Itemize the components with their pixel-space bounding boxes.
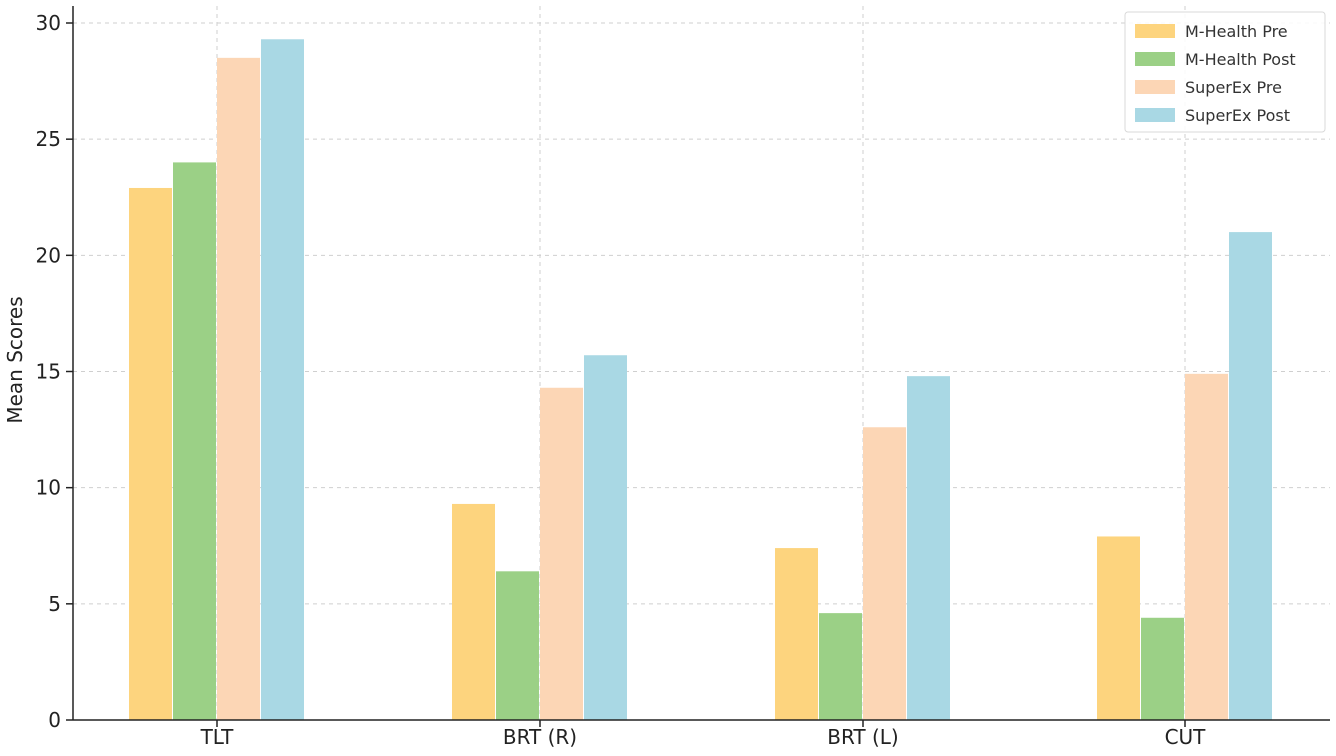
legend: M-Health Pre M-Health Post SuperEx Pre Supe… (1124, 11, 1326, 133)
x-tick-label: BRT (R) (503, 725, 577, 749)
legend-swatch (1135, 108, 1175, 122)
legend-swatch (1135, 80, 1175, 94)
y-tick-label: 30 (36, 11, 61, 35)
bar-superex-post-brt-r (584, 355, 627, 720)
axes (66, 6, 1330, 727)
bar-superex-pre-tlt (217, 57, 260, 721)
bar-m-health-pre-brt-r (452, 503, 495, 720)
legend-label: M-Health Pre (1185, 22, 1288, 41)
x-tick-label: CUT (1165, 725, 1207, 749)
bar-superex-pre-brt-r (540, 387, 583, 720)
legend-label: SuperEx Pre (1185, 78, 1282, 97)
bar-m-health-post-tlt (173, 162, 216, 720)
legend-label: M-Health Post (1185, 50, 1296, 69)
bar-m-health-pre-cut (1097, 536, 1140, 720)
bar-m-health-pre-tlt (129, 187, 172, 720)
legend-box (1124, 11, 1326, 133)
bar-m-health-post-brt-r (496, 571, 539, 720)
bar-superex-pre-cut (1185, 373, 1228, 720)
y-tick-label: 20 (36, 243, 61, 267)
x-tick-label: TLT (200, 725, 235, 749)
bar-superex-post-brt-l (907, 376, 950, 720)
y-tick-label: 5 (48, 592, 61, 616)
x-tick-label: BRT (L) (827, 725, 898, 749)
bar-superex-pre-brt-l (863, 427, 906, 720)
y-tick-labels: 0 5 10 15 20 25 30 (36, 11, 61, 732)
legend-swatch (1135, 24, 1175, 38)
bar-superex-post-cut (1229, 232, 1272, 720)
y-axis-label: Mean Scores (3, 296, 27, 423)
bars-group (129, 39, 1272, 721)
bar-m-health-pre-brt-l (775, 548, 818, 720)
y-tick-label: 25 (36, 127, 61, 151)
bar-m-health-post-brt-l (819, 613, 862, 720)
y-tick-label: 15 (36, 360, 61, 384)
y-tick-label: 10 (36, 476, 61, 500)
y-tick-label: 0 (48, 708, 61, 732)
bar-superex-post-tlt (261, 39, 304, 721)
x-tick-labels: TLT BRT (R) BRT (L) CUT (200, 725, 1207, 749)
bar-m-health-post-cut (1141, 617, 1184, 720)
legend-swatch (1135, 52, 1175, 66)
legend-label: SuperEx Post (1185, 106, 1290, 125)
